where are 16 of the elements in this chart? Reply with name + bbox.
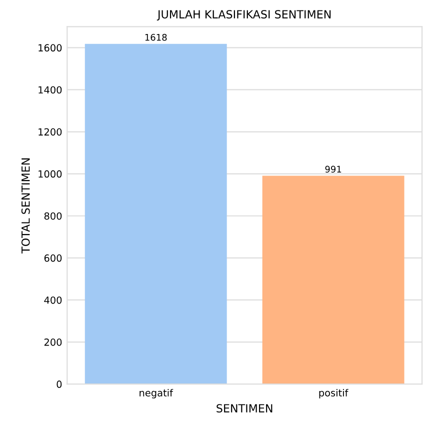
y-tick-label: 400 — [44, 296, 62, 304]
y-axis-title: TOTAL SENTIMEN — [21, 158, 30, 254]
x-tick-label: negatif — [140, 388, 174, 398]
y-tick-label: 1600 — [38, 44, 62, 52]
data-label: 991 — [325, 166, 342, 173]
y-tick-label: 1200 — [38, 128, 62, 136]
x-tick-label: positif — [319, 388, 348, 398]
y-tick-label: 1000 — [38, 170, 62, 178]
y-tick-label: 200 — [44, 338, 62, 346]
data-label: 1618 — [145, 34, 167, 41]
y-tick-label: 0 — [56, 380, 62, 388]
y-tick-label: 600 — [44, 254, 62, 262]
chart-title: JUMLAH KLASIFIKASI SENTIMEN — [156, 10, 331, 21]
y-tick-label: 800 — [44, 212, 62, 220]
x-axis-title: SENTIMEN — [216, 404, 272, 413]
y-tick-label: 1400 — [38, 86, 62, 94]
